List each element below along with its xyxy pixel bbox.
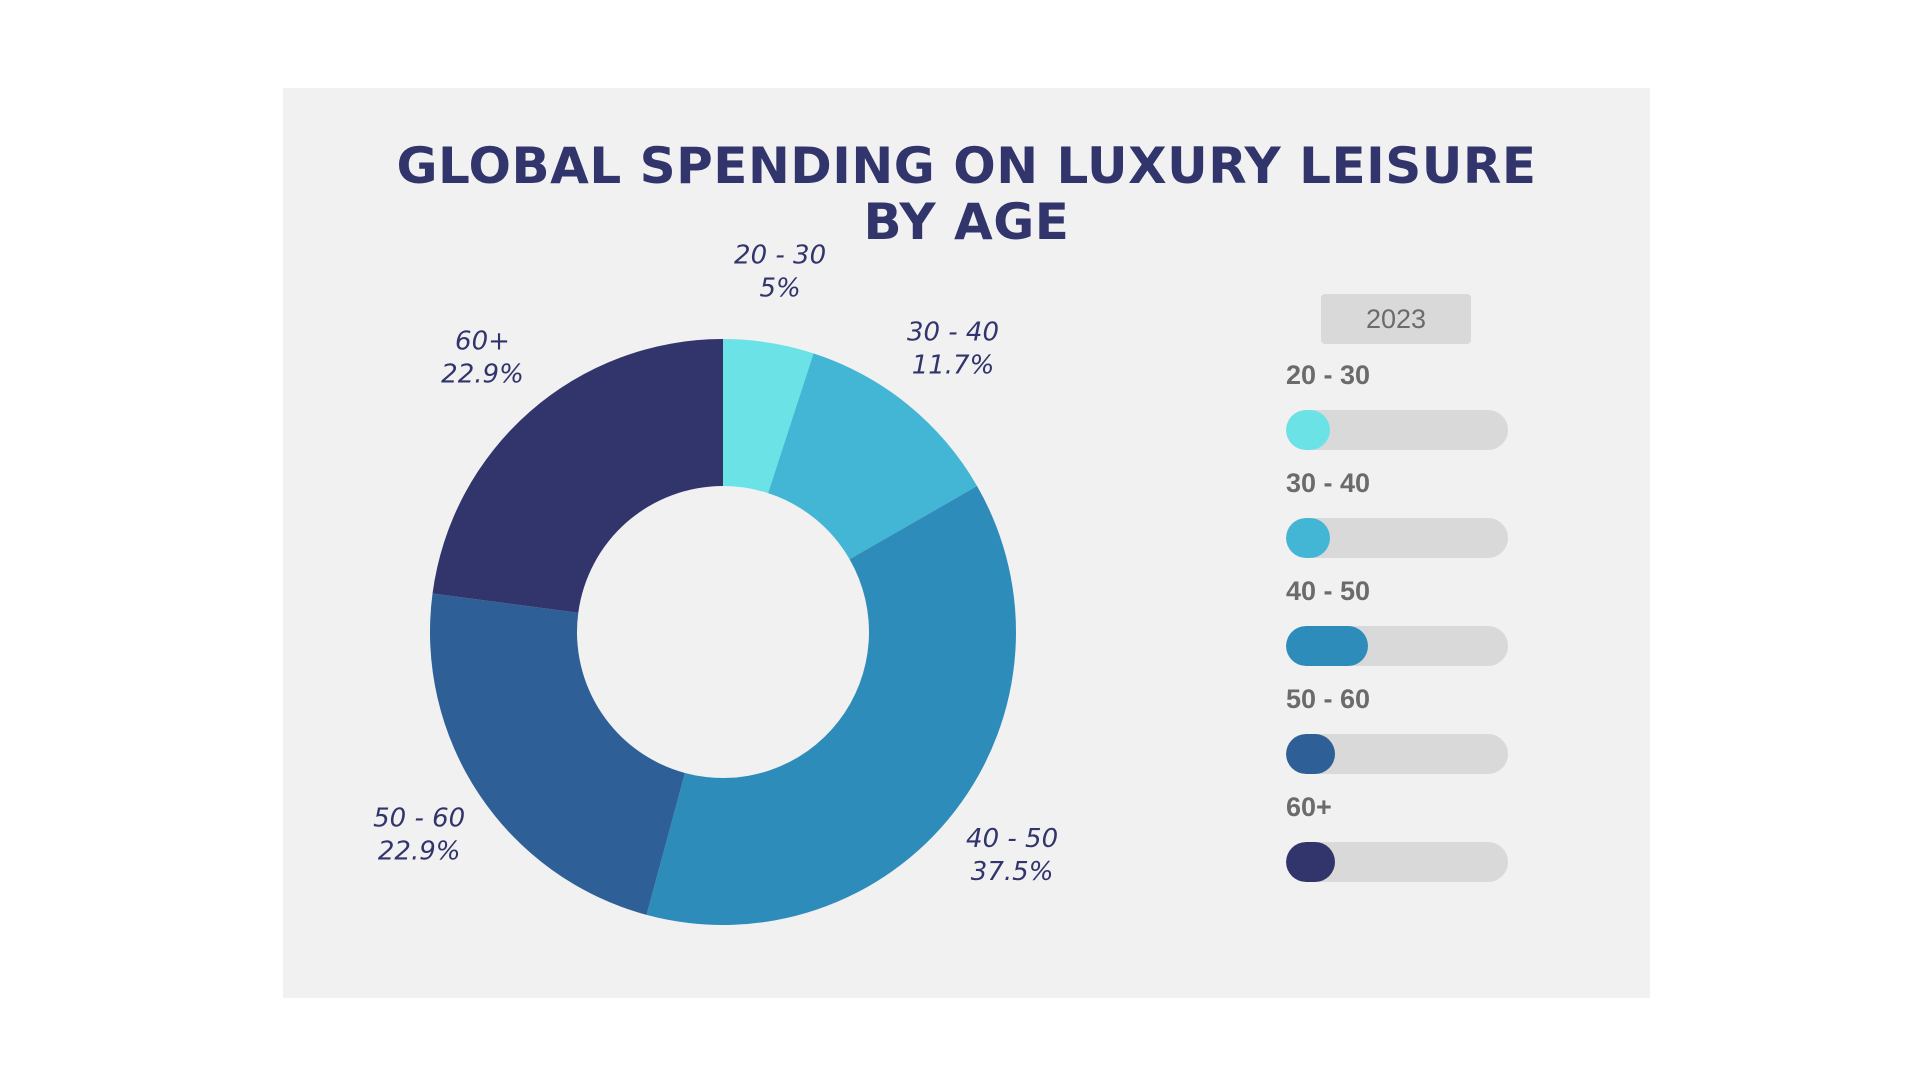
legend-label: 20 - 30 [1286, 360, 1371, 390]
slice-label: 20 - 30 5% [734, 240, 826, 303]
donut-slice-60-plus [432, 339, 723, 613]
legend-fill [1286, 734, 1335, 774]
legend-track [1286, 626, 1508, 666]
slice-category-label: 60+ [455, 326, 510, 356]
chart-title-line-2: BY AGE [863, 193, 1070, 251]
legend-track [1286, 842, 1508, 882]
legend-label: 60+ [1286, 792, 1332, 822]
chart-title-line-1: GLOBAL SPENDING ON LUXURY LEISURE [396, 137, 1537, 195]
legend-label: 50 - 60 [1286, 684, 1371, 714]
legend-fill [1286, 626, 1369, 666]
donut-slice-20-30 [723, 339, 814, 494]
legend-item-40-50: 40 - 50 [1286, 576, 1526, 684]
legend: 20 - 30 30 - 40 40 - 50 50 - 60 60+ [1286, 360, 1526, 900]
slice-value-label: 11.7% [912, 351, 995, 381]
slice-value-label: 22.9% [378, 836, 461, 866]
legend-fill [1286, 842, 1335, 882]
legend-track [1286, 734, 1508, 774]
donut-chart: 20 - 30 5% 30 - 40 11.7% 40 - 50 37.5% 50 - 60… [373, 240, 1058, 925]
slice-label: 60+ 22.9% [441, 326, 524, 389]
legend-fill [1286, 518, 1331, 558]
legend-track [1286, 410, 1508, 450]
slice-category-label: 40 - 50 [966, 824, 1058, 854]
legend-item-20-30: 20 - 30 [1286, 360, 1526, 468]
slice-category-label: 20 - 30 [734, 240, 826, 270]
slice-value-label: 5% [759, 273, 800, 303]
legend-track [1286, 518, 1508, 558]
slice-label: 30 - 40 11.7% [907, 318, 999, 381]
slice-value-label: 22.9% [441, 359, 524, 389]
legend-label: 30 - 40 [1286, 468, 1371, 498]
slice-label: 40 - 50 37.5% [966, 824, 1058, 887]
slice-label: 50 - 60 22.9% [373, 803, 465, 866]
legend-item-50-60: 50 - 60 [1286, 684, 1526, 792]
chart-title: GLOBAL SPENDING ON LUXURY LEISURE BY AGE [283, 138, 1650, 250]
donut-slice-30-40 [768, 353, 978, 560]
legend-item-30-40: 30 - 40 [1286, 468, 1526, 576]
slice-value-label: 37.5% [971, 857, 1054, 887]
legend-label: 40 - 50 [1286, 576, 1371, 606]
donut-slice-40-50 [646, 486, 1016, 925]
legend-item-60-plus: 60+ [1286, 792, 1526, 900]
slice-category-label: 30 - 40 [907, 318, 999, 348]
legend-fill [1286, 410, 1331, 450]
chart-card: GLOBAL SPENDING ON LUXURY LEISURE BY AGE… [283, 88, 1650, 998]
slice-category-label: 50 - 60 [373, 803, 465, 833]
donut-slice-50-60 [430, 593, 685, 915]
year-badge: 2023 [1321, 294, 1471, 344]
